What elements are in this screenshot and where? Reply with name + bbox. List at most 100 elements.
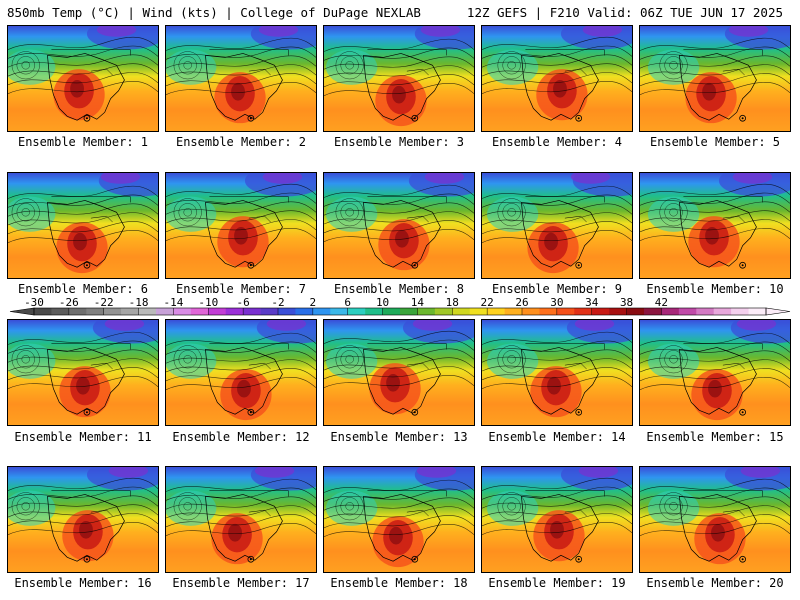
colorbar-swatch — [661, 308, 680, 315]
left-arrow-icon — [9, 307, 35, 316]
colorbar-tick-label: 22 — [481, 297, 494, 309]
colorbar-swatch — [556, 308, 575, 315]
temperature-map — [166, 467, 316, 572]
colorbar-swatch — [156, 308, 174, 315]
ensemble-member-label: Ensemble Member: 13 — [330, 430, 468, 444]
ensemble-member-panel — [165, 466, 317, 573]
temperature-map — [640, 26, 790, 131]
colorbar-swatch — [295, 308, 314, 315]
ensemble-member-panel — [481, 172, 633, 279]
colorbar-tick-label: 34 — [585, 297, 599, 309]
ensemble-member-panel — [323, 172, 475, 279]
ensemble-member-panel — [323, 25, 475, 132]
temperature-map — [166, 173, 316, 278]
temperature-map — [482, 26, 632, 131]
colorbar-swatch — [626, 308, 645, 315]
ensemble-member-label: Ensemble Member: 14 — [488, 430, 626, 444]
header-title-right: 12Z GEFS | F210 Valid: 06Z TUE JUN 17 20… — [466, 5, 783, 20]
ensemble-member-label: Ensemble Member: 7 — [175, 282, 307, 296]
colorbar-tick-label: 18 — [446, 297, 459, 309]
colorbar-tick-label: 6 — [344, 297, 351, 309]
colorbar-swatch — [260, 308, 279, 315]
colorbar-swatch — [504, 308, 523, 315]
colorbar-tick-label: 10 — [376, 297, 389, 309]
colorbar-tick-label: -30 — [24, 297, 44, 309]
ensemble-member-panel — [165, 319, 317, 426]
colorbar-swatch — [208, 308, 227, 315]
colorbar-swatch — [103, 308, 122, 315]
colorbar-swatch — [225, 308, 244, 315]
temperature-map — [166, 320, 316, 425]
temperature-map — [640, 467, 790, 572]
ensemble-member-label: Ensemble Member: 10 — [646, 282, 784, 296]
ensemble-member-label: Ensemble Member: 17 — [172, 576, 310, 590]
colorbar-swatch — [644, 308, 662, 315]
colorbar-tick-label: -2 — [271, 297, 284, 309]
colorbar-swatch — [591, 308, 610, 315]
colorbar-swatch — [121, 308, 139, 315]
ensemble-member-label: Ensemble Member: 5 — [649, 135, 781, 149]
colorbar-swatch — [748, 308, 767, 315]
colorbar-tick-label: 14 — [411, 297, 425, 309]
temperature-map — [324, 467, 474, 572]
temperature-map — [8, 26, 158, 131]
ensemble-member-panel — [7, 25, 159, 132]
ensemble-member-panel — [7, 172, 159, 279]
temperature-map — [8, 173, 158, 278]
colorbar-tick-label: -26 — [59, 297, 79, 309]
temperature-map — [482, 173, 632, 278]
colorbar-swatch — [452, 308, 471, 315]
ensemble-member-label: Ensemble Member: 20 — [646, 576, 784, 590]
temperature-map — [482, 320, 632, 425]
colorbar-swatch — [713, 308, 732, 315]
colorbar-swatch — [330, 308, 349, 315]
ensemble-member-panel — [165, 172, 317, 279]
ensemble-member-label: Ensemble Member: 4 — [491, 135, 623, 149]
colorbar-swatch — [417, 308, 436, 315]
ensemble-member-label: Ensemble Member: 3 — [333, 135, 465, 149]
temperature-map — [324, 26, 474, 131]
temperature-map — [324, 320, 474, 425]
ensemble-member-panel — [481, 319, 633, 426]
temperature-map — [166, 26, 316, 131]
colorbar-swatch — [487, 308, 505, 315]
ensemble-member-panel — [481, 25, 633, 132]
colorbar-swatch — [68, 308, 87, 315]
colorbar-tick-label: -6 — [237, 297, 250, 309]
ensemble-member-panel — [7, 466, 159, 573]
colorbar-tick-label: 42 — [655, 297, 668, 309]
colorbar-swatch — [138, 308, 157, 315]
ensemble-member-panel — [323, 466, 475, 573]
temperature-map — [8, 467, 158, 572]
colorbar-tick-label: -22 — [94, 297, 114, 309]
colorbar-swatch — [609, 308, 627, 315]
colorbar-tick-label: -14 — [163, 297, 183, 309]
ensemble-member-panel — [639, 319, 791, 426]
temperature-map — [640, 320, 790, 425]
colorbar-swatch — [347, 308, 366, 315]
colorbar-tick-label: 30 — [550, 297, 563, 309]
colorbar-swatch — [312, 308, 331, 315]
temperature-map — [324, 173, 474, 278]
colorbar-swatch — [678, 308, 697, 315]
right-arrow-icon — [765, 307, 791, 316]
colorbar-swatch — [190, 308, 209, 315]
colorbar-swatch — [34, 308, 52, 315]
ensemble-member-label: Ensemble Member: 8 — [333, 282, 465, 296]
header-title-left: 850mb Temp (°C) | Wind (kts) | College o… — [7, 5, 421, 20]
ensemble-member-label: Ensemble Member: 1 — [17, 135, 149, 149]
ensemble-member-label: Ensemble Member: 15 — [646, 430, 784, 444]
ensemble-member-panel — [7, 319, 159, 426]
colorbar-swatch — [696, 308, 715, 315]
colorbar-swatch — [574, 308, 593, 315]
temperature-colorbar: -30 -26 -22 -18 -14 -10 -6 -2 2 6 10 14 18 22 26 30 34 38… — [9, 297, 791, 316]
ensemble-member-panel — [639, 172, 791, 279]
ensemble-member-panel — [639, 466, 791, 573]
colorbar-swatch — [51, 308, 70, 315]
colorbar-swatch — [400, 308, 418, 315]
colorbar-swatch — [173, 308, 192, 315]
colorbar-swatch — [365, 308, 383, 315]
colorbar-tick-label: 38 — [620, 297, 633, 309]
ensemble-member-label: Ensemble Member: 18 — [330, 576, 468, 590]
colorbar-tick-label: -18 — [129, 297, 149, 309]
